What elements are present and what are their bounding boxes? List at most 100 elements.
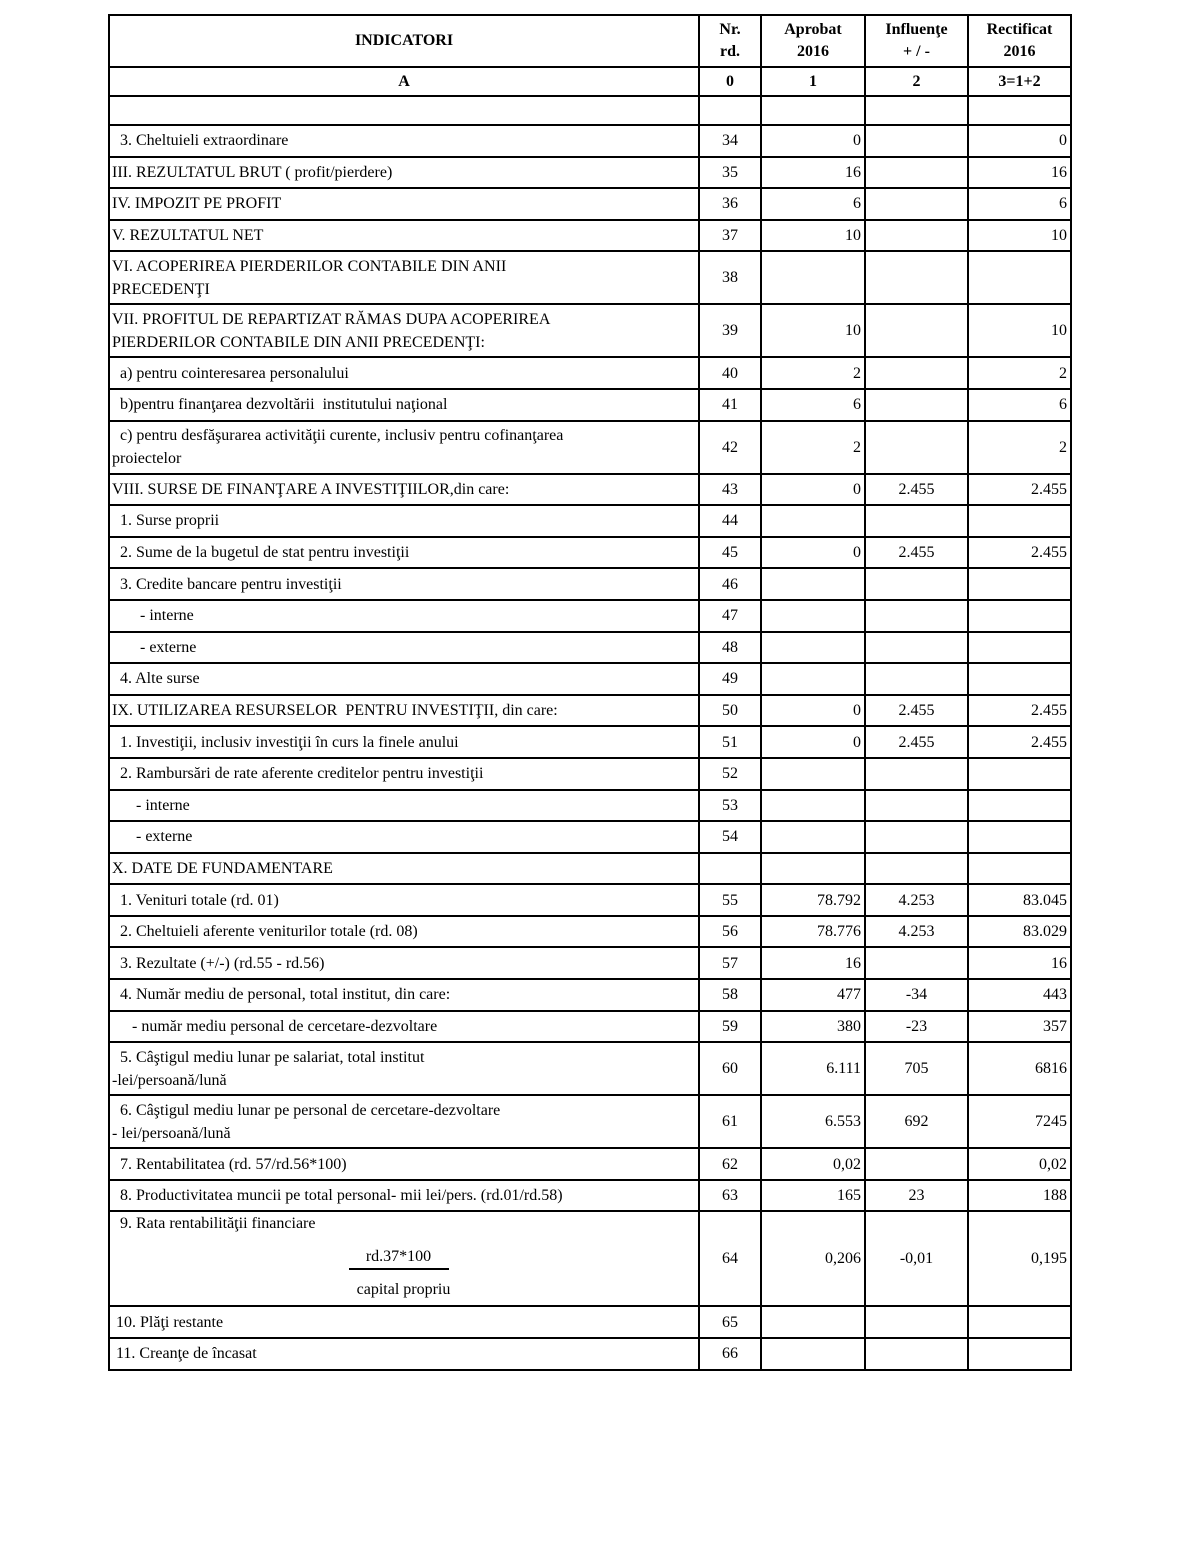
indicator-cell: a) pentru cointeresarea personalului	[108, 356, 700, 390]
indicator-cell: X. DATE DE FUNDAMENTARE	[108, 851, 700, 886]
indicator-text: - externe	[112, 828, 193, 846]
indicator-cell: - număr mediu personal de cercetare-dezv…	[108, 1009, 700, 1044]
row-number-cell: 38	[698, 250, 762, 306]
aprobat-cell: 0	[760, 124, 866, 158]
indicator-cell: c) pentru desfăşurarea activităţii curen…	[108, 419, 700, 475]
budget-indicators-table: INDICATORI Nr. rd. Aprobat 2016 Influenţe +…	[108, 14, 1072, 1371]
influente-cell: 692	[864, 1094, 969, 1150]
table-row: 6. Câştigul mediu lunar pe personal de c…	[108, 1094, 1072, 1150]
aprobat-cell	[760, 95, 866, 126]
table-row: VIII. SURSE DE FINANŢARE A INVESTIŢIILOR…	[108, 472, 1072, 507]
rectificat-cell: 0,02	[967, 1147, 1072, 1181]
indicator-text: PRECEDENŢI	[112, 280, 210, 298]
aprobat-cell: 380	[760, 1009, 866, 1044]
aprobat-cell: 0	[760, 472, 866, 507]
indicator-text: 4. Număr mediu de personal, total instit…	[112, 986, 451, 1004]
table-row: 11. Creanţe de încasat 66	[108, 1337, 1072, 1371]
rectificat-cell: 10	[967, 218, 1072, 253]
influente-cell: 4.253	[864, 914, 969, 949]
indicator-cell: 1. Venituri totale (rd. 01)	[108, 883, 700, 917]
indicator-text: 10. Plăţi restante	[112, 1313, 224, 1331]
rectificat-cell: 2	[967, 419, 1072, 475]
aprobat-cell: 78.792	[760, 883, 866, 917]
indicator-cell: 2. Sume de la bugetul de stat pentru inv…	[108, 535, 700, 570]
indicator-text: IV. IMPOZIT PE PROFIT	[112, 195, 282, 213]
header-row: INDICATORI Nr. rd. Aprobat 2016 Influenţe +…	[108, 14, 1072, 68]
table-row: 8. Productivitatea muncii pe total perso…	[108, 1178, 1072, 1213]
table-row: III. REZULTATUL BRUT ( profit/pierdere) 3…	[108, 155, 1072, 190]
rectificat-cell: 2	[967, 356, 1072, 390]
row-number-cell: 42	[698, 419, 762, 475]
influente-cell: -34	[864, 978, 969, 1012]
rectificat-cell: 6	[967, 387, 1072, 422]
indicator-text: c) pentru desfăşurarea activităţii curen…	[112, 427, 564, 445]
indicator-text: 3. Credite bancare pentru investiţii	[112, 575, 342, 593]
table-row: 2. Rambursări de rate aferente creditelo…	[108, 756, 1072, 791]
rectificat-cell: 6	[967, 187, 1072, 221]
indicator-cell: III. REZULTATUL BRUT ( profit/pierdere)	[108, 155, 700, 190]
aprobat-cell: 2	[760, 356, 866, 390]
indicator-cell: - interne	[108, 788, 700, 823]
rectificat-cell: 7245	[967, 1094, 1072, 1150]
rectificat-cell	[967, 567, 1072, 601]
indicator-cell: 2. Cheltuieli aferente veniturilor total…	[108, 914, 700, 949]
table-row: 7. Rentabilitatea (rd. 57/rd.56*100) 62 0,…	[108, 1147, 1072, 1181]
aprobat-cell: 165	[760, 1178, 866, 1213]
row-number-cell: 37	[698, 218, 762, 253]
aprobat-cell: 6	[760, 387, 866, 422]
aprobat-cell: 10	[760, 303, 866, 359]
influente-cell: 4.253	[864, 883, 969, 917]
aprobat-cell	[760, 1337, 866, 1371]
formula-fraction: rd.37*100 capital propriu	[112, 1245, 695, 1301]
influente-cell	[864, 1337, 969, 1371]
aprobat-cell: 0	[760, 725, 866, 759]
row-number-cell: 50	[698, 693, 762, 728]
indicator-text: 3. Rezultate (+/-) (rd.55 - rd.56)	[112, 954, 325, 972]
indicator-text: b)pentru finanţarea dezvoltării institut…	[112, 396, 448, 414]
row-number-cell: 45	[698, 535, 762, 570]
table-row: - interne 47	[108, 598, 1072, 633]
indicator-text: 5. Câştigul mediu lunar pe salariat, tot…	[112, 1048, 425, 1066]
rectificat-cell: 6816	[967, 1041, 1072, 1097]
influente-cell	[864, 1147, 969, 1181]
table-row: 10. Plăţi restante 65	[108, 1305, 1072, 1340]
rectificat-cell: 83.045	[967, 883, 1072, 917]
aprobat-cell	[760, 662, 866, 696]
aprobat-cell	[760, 851, 866, 886]
row-number-cell: 55	[698, 883, 762, 917]
col-index-influente: 2	[864, 66, 969, 97]
row-number-cell: 58	[698, 978, 762, 1012]
row-number-cell	[698, 851, 762, 886]
indicator-cell: 6. Câştigul mediu lunar pe personal de c…	[108, 1094, 700, 1150]
indicator-text: - interne	[112, 607, 194, 625]
aprobat-cell	[760, 820, 866, 854]
aprobat-cell	[760, 567, 866, 601]
influente-cell	[864, 567, 969, 601]
header-rectificat-line2: 2016	[1003, 43, 1036, 60]
fraction-numerator: rd.37*100	[348, 1245, 449, 1271]
aprobat-cell: 6	[760, 187, 866, 221]
aprobat-cell: 477	[760, 978, 866, 1012]
row-number-cell: 41	[698, 387, 762, 422]
indicator-text: -lei/persoană/lună	[112, 1071, 227, 1089]
indicator-text: 1. Investiţii, inclusiv investiţii în cu…	[112, 733, 459, 751]
influente-cell	[864, 851, 969, 886]
indicator-text: X. DATE DE FUNDAMENTARE	[112, 859, 333, 877]
rectificat-cell: 443	[967, 978, 1072, 1012]
row-number-cell: 52	[698, 756, 762, 791]
influente-cell	[864, 356, 969, 390]
indicator-text: a) pentru cointeresarea personalului	[112, 364, 349, 382]
table-row: IV. IMPOZIT PE PROFIT 36 6 6	[108, 187, 1072, 221]
indicator-text: VII. PROFITUL DE REPARTIZAT RĂMAS DUPA A…	[112, 310, 551, 328]
row-number-cell: 48	[698, 630, 762, 665]
influente-cell	[864, 387, 969, 422]
row-number-cell: 39	[698, 303, 762, 359]
indicator-text: V. REZULTATUL NET	[112, 227, 264, 245]
header-influente-line1: Influenţe	[885, 21, 948, 38]
indicator-text: VI. ACOPERIREA PIERDERILOR CONTABILE DIN…	[112, 257, 507, 275]
influente-cell: -0,01	[864, 1210, 969, 1308]
table-row: 2. Cheltuieli aferente veniturilor total…	[108, 914, 1072, 949]
table-row: VII. PROFITUL DE REPARTIZAT RĂMAS DUPA A…	[108, 303, 1072, 359]
row-number-cell: 47	[698, 598, 762, 633]
indicator-cell: 7. Rentabilitatea (rd. 57/rd.56*100)	[108, 1147, 700, 1181]
